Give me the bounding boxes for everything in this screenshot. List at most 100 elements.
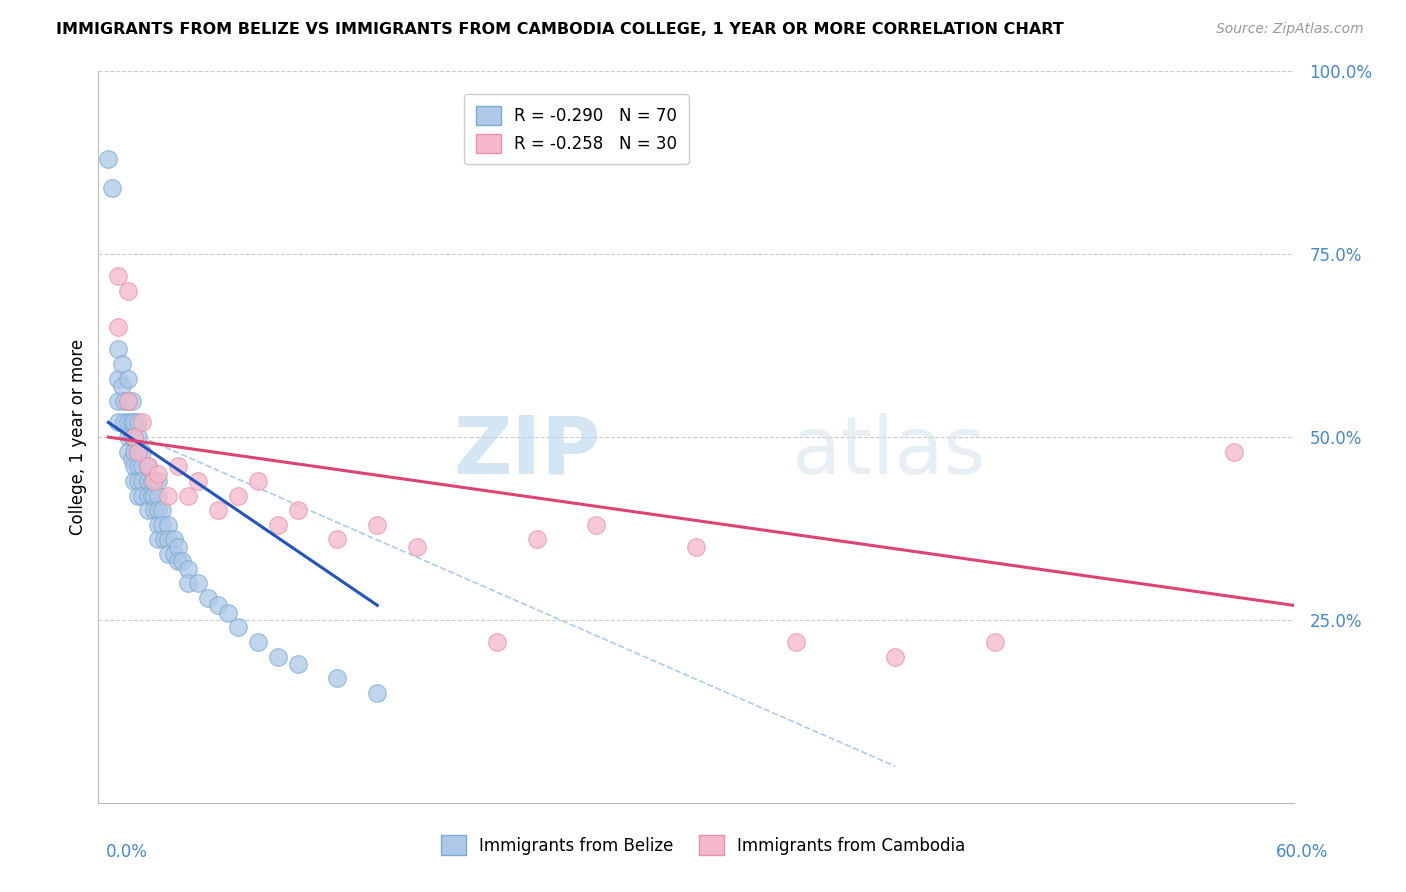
Point — [127, 489, 149, 503]
Point — [172, 554, 194, 568]
Point — [167, 459, 190, 474]
Point — [197, 591, 219, 605]
Point — [111, 357, 134, 371]
Text: atlas: atlas — [792, 413, 986, 491]
Point — [124, 459, 146, 474]
Point — [121, 430, 143, 444]
Point — [124, 430, 146, 444]
Point — [124, 430, 146, 444]
Point — [326, 672, 349, 686]
Point — [685, 540, 707, 554]
Y-axis label: College, 1 year or more: College, 1 year or more — [69, 339, 87, 535]
Point — [97, 152, 120, 166]
Point — [136, 459, 159, 474]
Point — [187, 474, 209, 488]
Point — [177, 489, 200, 503]
Point — [177, 562, 200, 576]
Point — [163, 533, 186, 547]
Text: 60.0%: 60.0% — [1277, 843, 1329, 861]
Point — [167, 540, 190, 554]
Point — [585, 517, 607, 532]
Point — [984, 635, 1007, 649]
Point — [136, 474, 159, 488]
Point — [287, 657, 309, 671]
Point — [207, 503, 229, 517]
Point — [127, 459, 149, 474]
Text: ZIP: ZIP — [453, 413, 600, 491]
Point — [111, 379, 134, 393]
Point — [143, 489, 166, 503]
Point — [136, 489, 159, 503]
Point — [884, 649, 907, 664]
Point — [148, 517, 170, 532]
Point — [131, 444, 153, 458]
Point — [157, 489, 180, 503]
Point — [101, 181, 124, 195]
Point — [117, 444, 139, 458]
Point — [326, 533, 349, 547]
Point — [148, 474, 170, 488]
Point — [117, 371, 139, 385]
Point — [366, 517, 388, 532]
Text: IMMIGRANTS FROM BELIZE VS IMMIGRANTS FROM CAMBODIA COLLEGE, 1 YEAR OR MORE CORRE: IMMIGRANTS FROM BELIZE VS IMMIGRANTS FRO… — [56, 22, 1064, 37]
Text: Source: ZipAtlas.com: Source: ZipAtlas.com — [1216, 22, 1364, 37]
Point — [226, 620, 249, 634]
Point — [121, 393, 143, 408]
Point — [141, 489, 163, 503]
Legend: Immigrants from Belize, Immigrants from Cambodia: Immigrants from Belize, Immigrants from … — [434, 829, 972, 862]
Point — [124, 444, 146, 458]
Point — [143, 503, 166, 517]
Point — [107, 320, 129, 334]
Point — [107, 393, 129, 408]
Point — [136, 459, 159, 474]
Point — [207, 599, 229, 613]
Point — [177, 576, 200, 591]
Point — [131, 474, 153, 488]
Point — [136, 503, 159, 517]
Point — [141, 474, 163, 488]
Point — [148, 503, 170, 517]
Point — [143, 474, 166, 488]
Point — [127, 430, 149, 444]
Point — [153, 533, 176, 547]
Point — [112, 393, 135, 408]
Point — [127, 416, 149, 430]
Point — [121, 416, 143, 430]
Point — [131, 489, 153, 503]
Point — [107, 343, 129, 357]
Point — [246, 474, 269, 488]
Point — [1223, 444, 1246, 458]
Point — [124, 474, 146, 488]
Point — [117, 393, 139, 408]
Text: 0.0%: 0.0% — [105, 843, 148, 861]
Point — [117, 416, 139, 430]
Point — [226, 489, 249, 503]
Point — [127, 444, 149, 458]
Point — [107, 416, 129, 430]
Point — [163, 547, 186, 561]
Point — [117, 284, 139, 298]
Point — [127, 474, 149, 488]
Point — [107, 269, 129, 284]
Point — [167, 554, 190, 568]
Point — [148, 489, 170, 503]
Point — [526, 533, 548, 547]
Point — [246, 635, 269, 649]
Point — [117, 393, 139, 408]
Point — [148, 467, 170, 481]
Point — [112, 416, 135, 430]
Point — [267, 649, 290, 664]
Point — [150, 503, 173, 517]
Legend: R = -0.290   N = 70, R = -0.258   N = 30: R = -0.290 N = 70, R = -0.258 N = 30 — [464, 95, 689, 164]
Point — [157, 547, 180, 561]
Point — [267, 517, 290, 532]
Point — [187, 576, 209, 591]
Point — [121, 452, 143, 467]
Point — [485, 635, 508, 649]
Point — [366, 686, 388, 700]
Point — [157, 533, 180, 547]
Point — [124, 416, 146, 430]
Point — [785, 635, 807, 649]
Point — [150, 517, 173, 532]
Point — [217, 606, 239, 620]
